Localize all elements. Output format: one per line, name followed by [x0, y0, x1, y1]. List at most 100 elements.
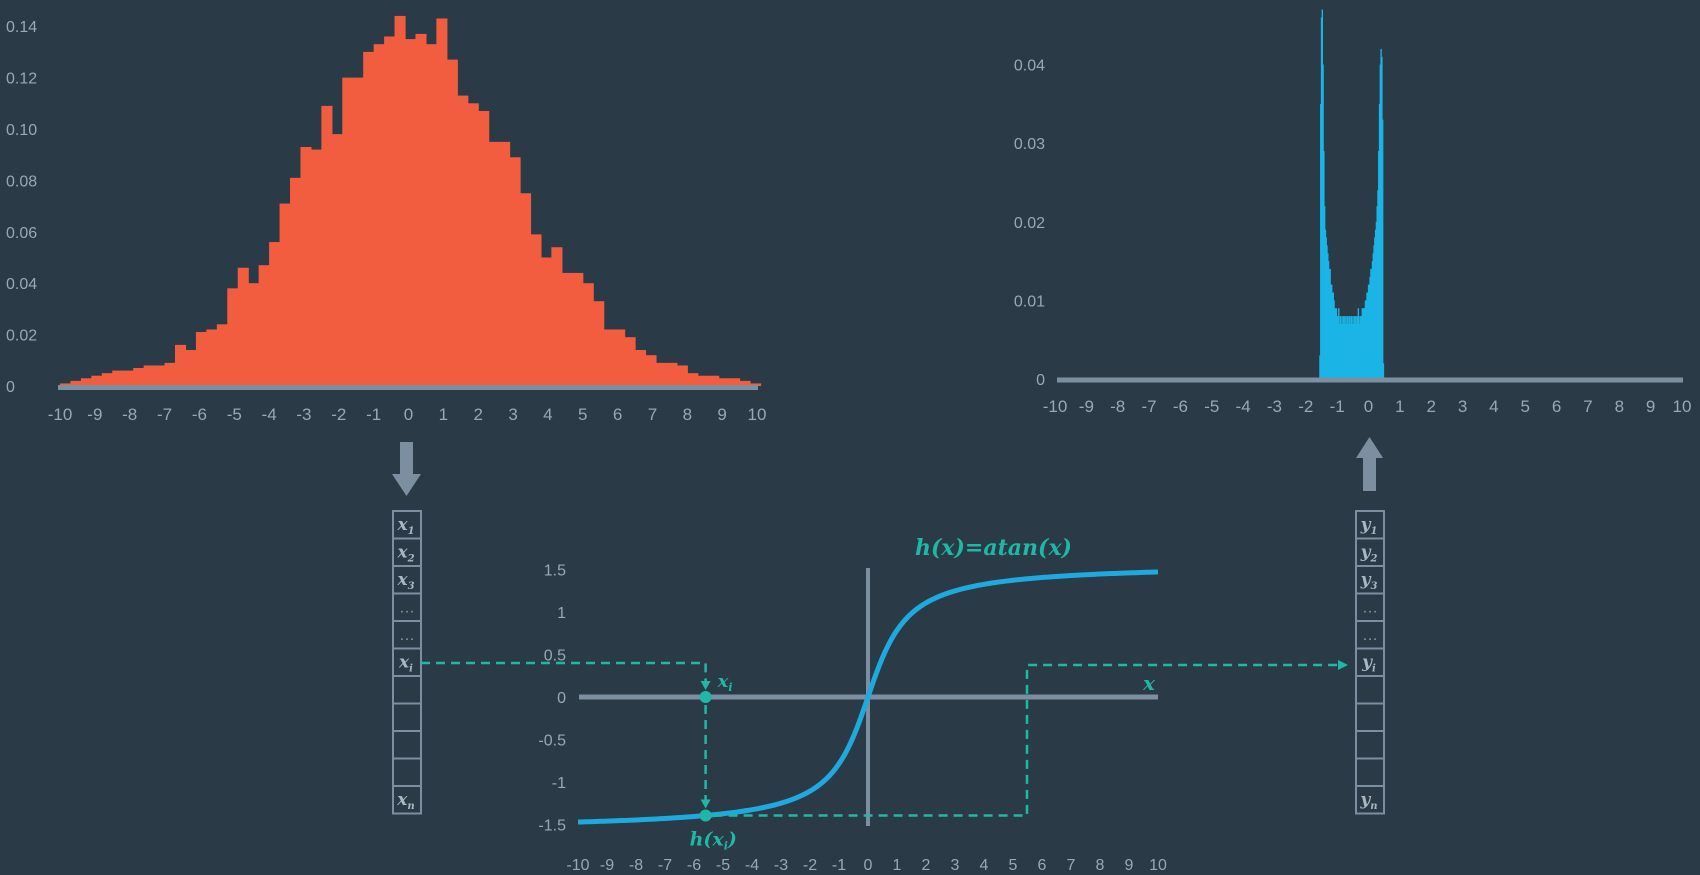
- histogram-bar: [1365, 300, 1367, 379]
- histogram-bar: [1356, 316, 1358, 379]
- output-vector-cell: yn: [1355, 785, 1385, 815]
- x-tick-label: -5: [227, 405, 242, 424]
- histogram-bar: [624, 337, 636, 386]
- histogram-bar: [1333, 300, 1335, 379]
- x-tick-label: -9: [87, 405, 102, 424]
- x-tick-label: -6: [192, 405, 207, 424]
- x-tick-label: -8: [122, 405, 137, 424]
- input-vector-cell: [392, 730, 422, 760]
- histogram-bar: [1335, 308, 1338, 379]
- histogram-bar: [676, 365, 688, 386]
- y-tick-label: 0.5: [544, 648, 566, 665]
- histogram-bar: [1364, 300, 1367, 379]
- histogram-bar: [1366, 292, 1368, 379]
- output-vector-cell: [1355, 675, 1385, 705]
- histogram-bar: [1337, 316, 1339, 379]
- histogram-bar: [1368, 284, 1371, 379]
- histogram-bar: [1321, 9, 1324, 380]
- histogram-bar: [122, 370, 134, 386]
- output-vector-cell: [1355, 757, 1385, 787]
- output-vector-cell: …: [1355, 620, 1385, 650]
- histogram-bar: [1339, 316, 1342, 379]
- histogram-bar: [352, 77, 364, 386]
- histogram-bar: [1334, 308, 1337, 379]
- x-tick-label: -10: [1043, 397, 1068, 416]
- mapping-arrowheads: [700, 660, 1348, 809]
- histogram-bar: [1371, 268, 1373, 379]
- histogram-bar: [1341, 316, 1343, 379]
- histogram-bar: [1351, 323, 1353, 379]
- y-tick-label: 0.10: [6, 122, 37, 139]
- input-histogram-bars: [60, 15, 762, 387]
- histogram-bar: [1329, 268, 1331, 379]
- x-tick-label: -10: [48, 405, 73, 424]
- x-tick-label: 3: [951, 857, 960, 874]
- input-vector-cell: xn: [392, 785, 422, 815]
- histogram-bar: [248, 283, 260, 386]
- svg-text:x2: x2: [396, 543, 414, 565]
- histogram-bar: [237, 267, 249, 386]
- histogram-bar: [206, 329, 218, 386]
- histogram-bar: [1370, 268, 1372, 379]
- output-vector-cell: y2: [1355, 537, 1385, 567]
- histogram-bar: [91, 375, 103, 386]
- histogram-bar: [1359, 316, 1361, 379]
- x-tick-label: -9: [600, 857, 614, 874]
- x-tick-label: -1: [832, 857, 846, 874]
- x-tick-label: -7: [658, 857, 672, 874]
- histogram-bar: [60, 383, 72, 386]
- h-to-output-mapping-arrow: [713, 663, 1338, 817]
- histogram-bar: [1352, 323, 1355, 379]
- histogram-bar: [70, 380, 82, 386]
- x-tick-label: -10: [566, 857, 589, 874]
- histogram-bar: [1374, 229, 1377, 379]
- x-tick-label: 9: [1646, 397, 1655, 416]
- input-vector-cell: [392, 702, 422, 732]
- histogram-bar: [593, 301, 605, 386]
- x-tick-label: 10: [748, 405, 767, 424]
- histogram-bar: [1348, 316, 1350, 379]
- input-vector: x1 x2 x3 … … xi xn: [392, 510, 422, 815]
- histogram-bar: [499, 141, 511, 386]
- x-tick-label: -6: [687, 857, 701, 874]
- svg-text:…: …: [1362, 600, 1378, 617]
- histogram-bar: [258, 265, 270, 386]
- histogram-bar: [1340, 323, 1342, 379]
- atan-plot-x-ticks: -10 -9 -8 -7 -6 -5 -4 -3 -2 -1 0 1 2 3 4 5 6 7 8 9 10: [566, 857, 1167, 874]
- svg-text:y2: y2: [1360, 543, 1378, 565]
- y-tick-label: 0.01: [1014, 293, 1045, 310]
- histogram-bar: [1345, 316, 1347, 379]
- x-tick-label: -3: [296, 405, 311, 424]
- histogram-bar: [1363, 308, 1365, 379]
- svg-text:xi: xi: [398, 653, 413, 675]
- histogram-bar: [561, 272, 573, 386]
- atan-curve: [577, 569, 1159, 825]
- histogram-bar: [1342, 316, 1345, 379]
- x-tick-label: -8: [1110, 397, 1125, 416]
- histogram-bar: [321, 105, 333, 387]
- x-tick-label: 3: [1458, 397, 1467, 416]
- atan-plot-y-ticks: 1.5 1 0.5 0 -0.5 -1 -1.5: [538, 563, 566, 835]
- y-tick-label: 1: [557, 605, 566, 622]
- histogram-bar: [718, 378, 730, 386]
- histogram-bar: [1381, 56, 1383, 380]
- x-tick-label: 6: [1038, 857, 1047, 874]
- histogram-bar: [739, 380, 751, 386]
- x-tick-label: 7: [1583, 397, 1592, 416]
- histogram-bar: [1336, 316, 1338, 379]
- input-vector-cell: [392, 675, 422, 705]
- x-tick-label: 4: [543, 405, 552, 424]
- histogram-bar: [1358, 323, 1360, 379]
- input-vector-cell: x2: [392, 537, 422, 567]
- y-tick-label: -1.5: [538, 818, 566, 835]
- histogram-bar: [1323, 206, 1326, 379]
- histogram-bar: [1367, 284, 1370, 379]
- y-tick-label: 0.04: [1014, 58, 1045, 75]
- svg-text:x3: x3: [396, 570, 414, 592]
- x-tick-label: -5: [1204, 397, 1219, 416]
- histogram-bar: [1378, 151, 1380, 379]
- x-tick-label: 9: [717, 405, 726, 424]
- histogram-bar: [1357, 308, 1360, 379]
- histogram-bar: [1352, 316, 1354, 379]
